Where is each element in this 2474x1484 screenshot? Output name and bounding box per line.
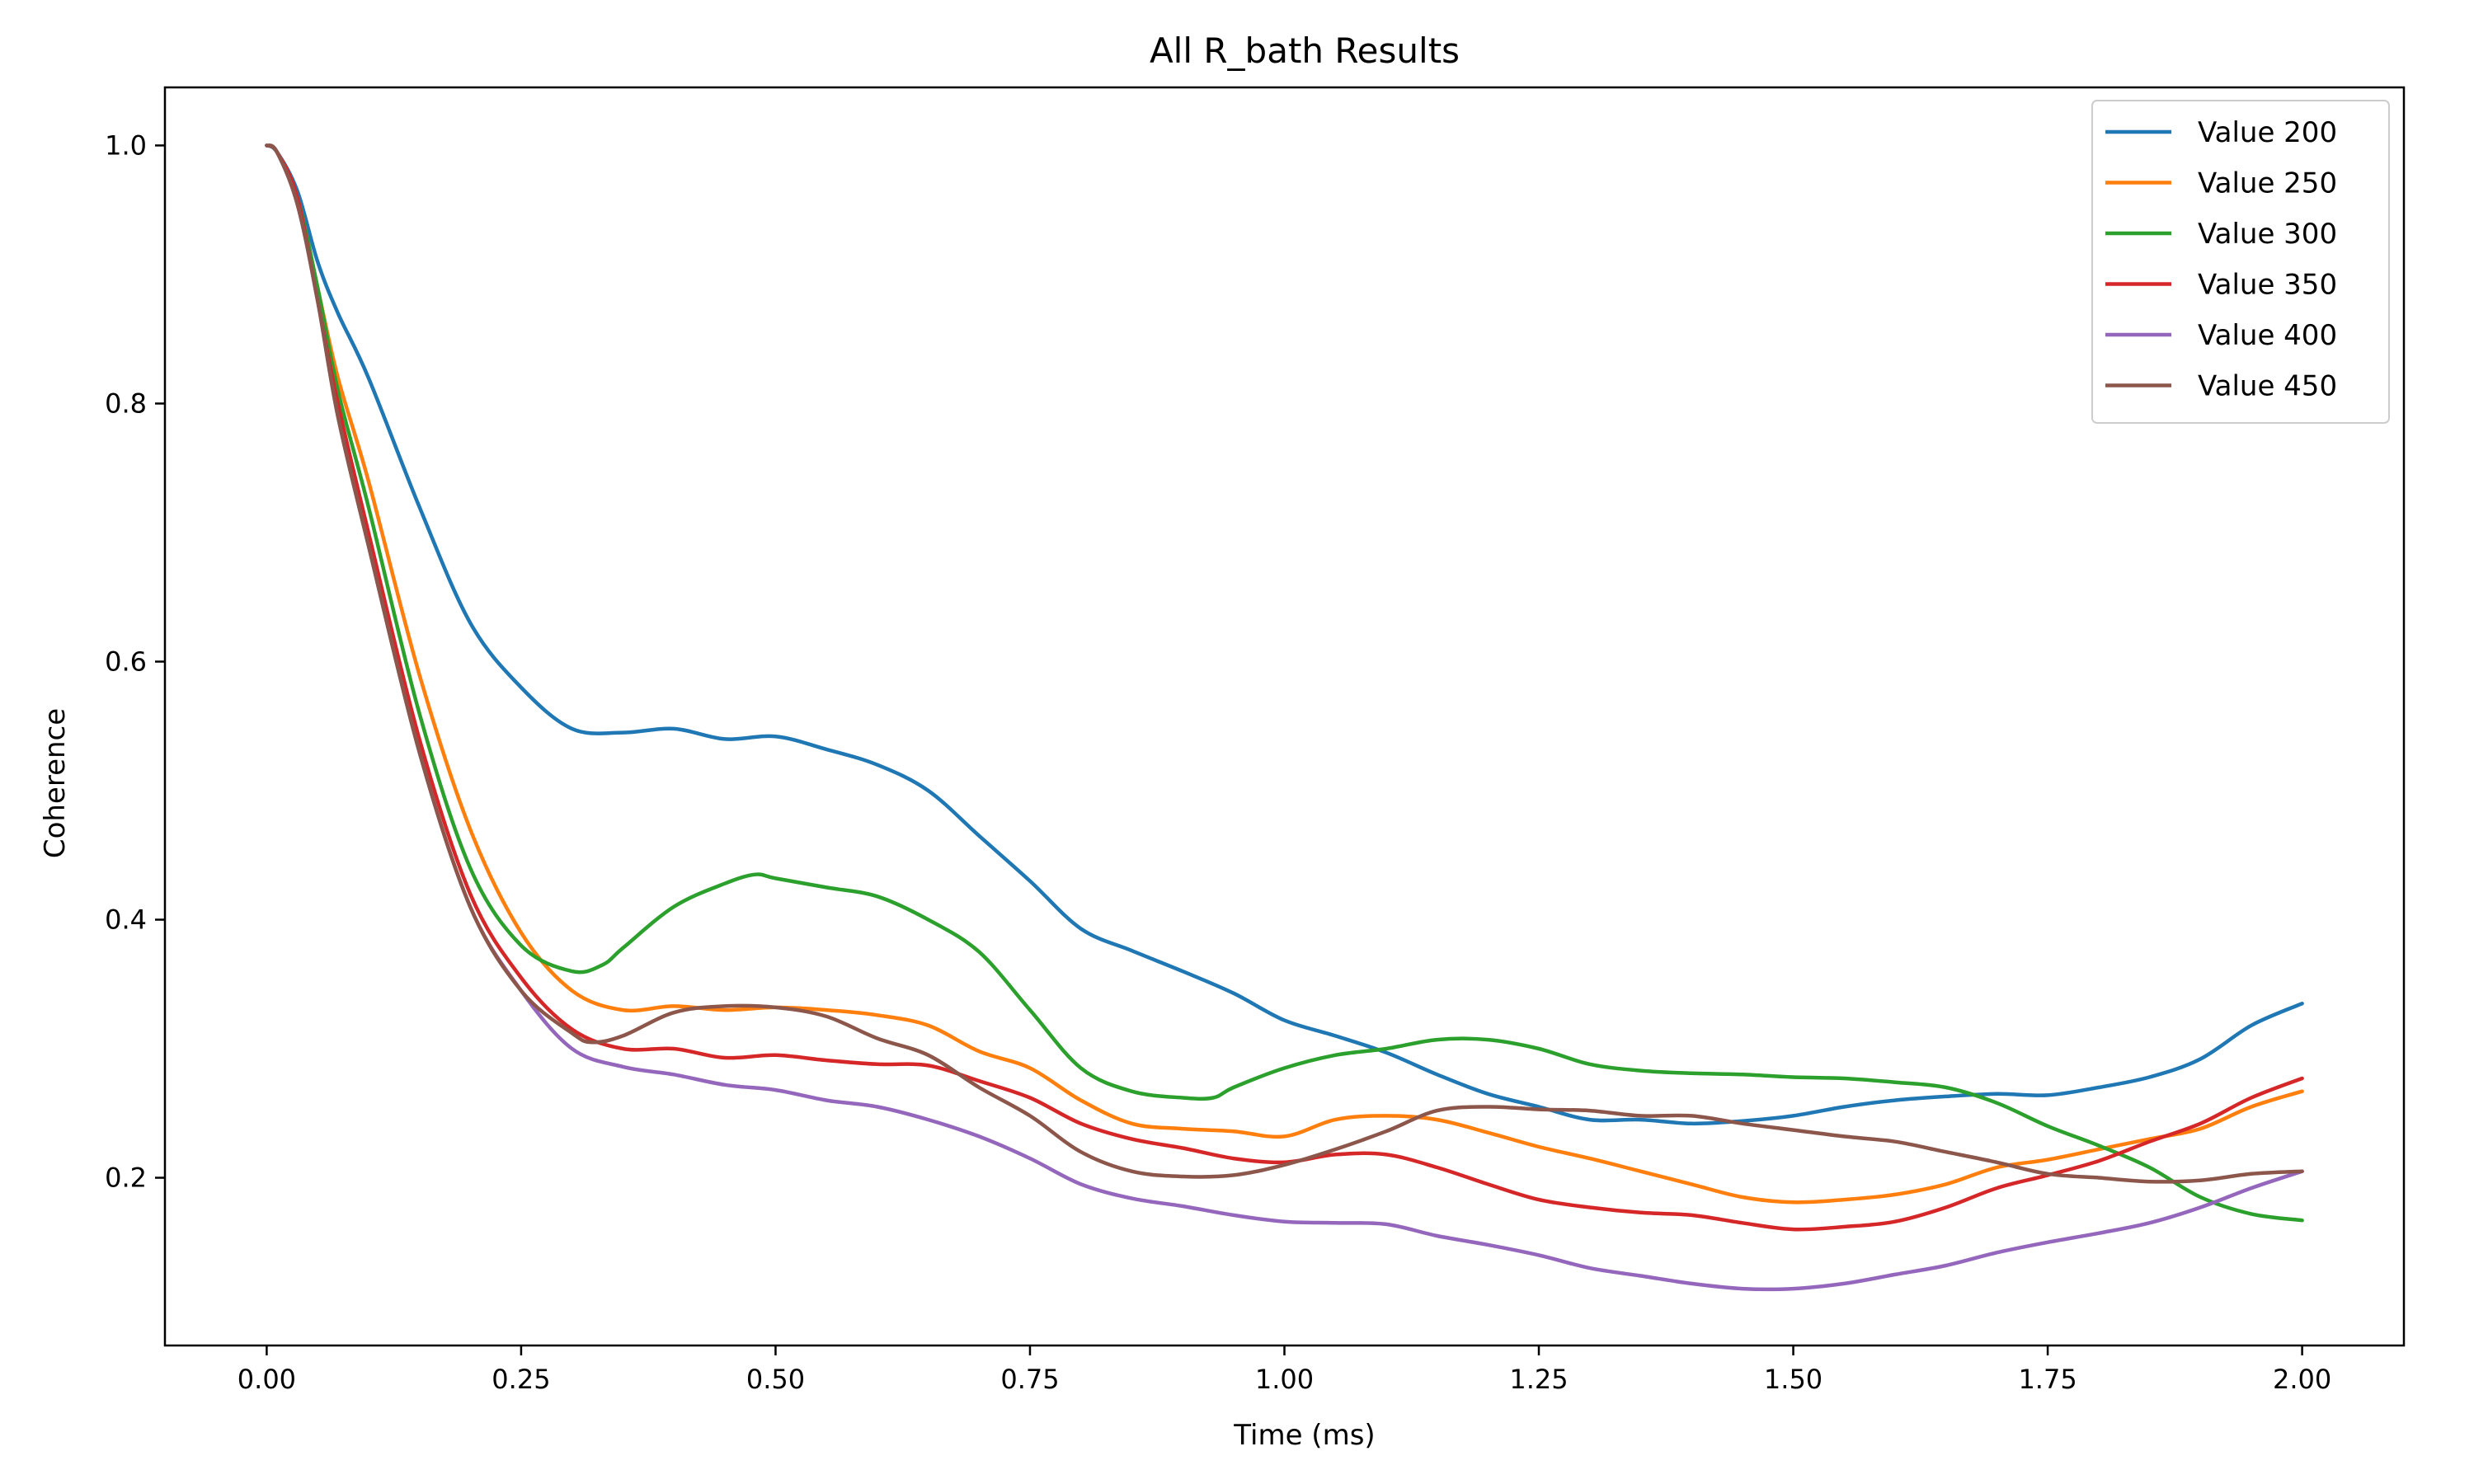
y-tick-label: 0.4 [105,904,147,936]
legend-label: Value 200 [2198,116,2337,149]
chart-title: All R_bath Results [1150,31,1460,71]
legend-label: Value 300 [2198,218,2337,251]
x-axis-label: Time (ms) [1233,1419,1375,1452]
x-tick-label: 1.50 [1764,1364,1823,1395]
x-tick-label: 1.25 [1509,1364,1568,1395]
series-line-value-200 [265,143,2304,1126]
y-axis-label: Coherence [39,708,72,858]
x-tick-label: 0.25 [492,1364,550,1395]
x-tick-label: 0.75 [1000,1364,1059,1395]
y-tick-label: 0.2 [105,1162,147,1194]
x-tick-label: 0.50 [746,1364,805,1395]
series-line-value-250 [265,143,2304,1205]
series-line-value-450 [265,143,2304,1184]
legend-label: Value 350 [2198,269,2337,302]
legend-label: Value 450 [2198,370,2337,403]
x-axis: 0.00 0.25 0.50 0.75 1.00 1.25 1.50 1.75 2.00 [238,1345,2331,1395]
legend-label: Value 250 [2198,167,2337,200]
x-tick-label: 2.00 [2273,1364,2331,1395]
x-tick-label: 0.00 [238,1364,296,1395]
y-axis: 0.2 0.4 0.6 0.8 1.0 [105,129,165,1194]
y-tick-label: 0.8 [105,387,147,419]
x-tick-label: 1.75 [2018,1364,2077,1395]
x-tick-label: 1.00 [1255,1364,1314,1395]
legend: Value 200 Value 250 Value 300 Value 350 Valu… [2091,100,2390,424]
y-tick-label: 0.6 [105,646,147,677]
series-line-value-350 [265,143,2304,1232]
y-tick-label: 1.0 [105,129,147,161]
series-line-value-300 [265,143,2304,1223]
legend-label: Value 400 [2198,319,2337,352]
series-layer [265,143,2304,1292]
